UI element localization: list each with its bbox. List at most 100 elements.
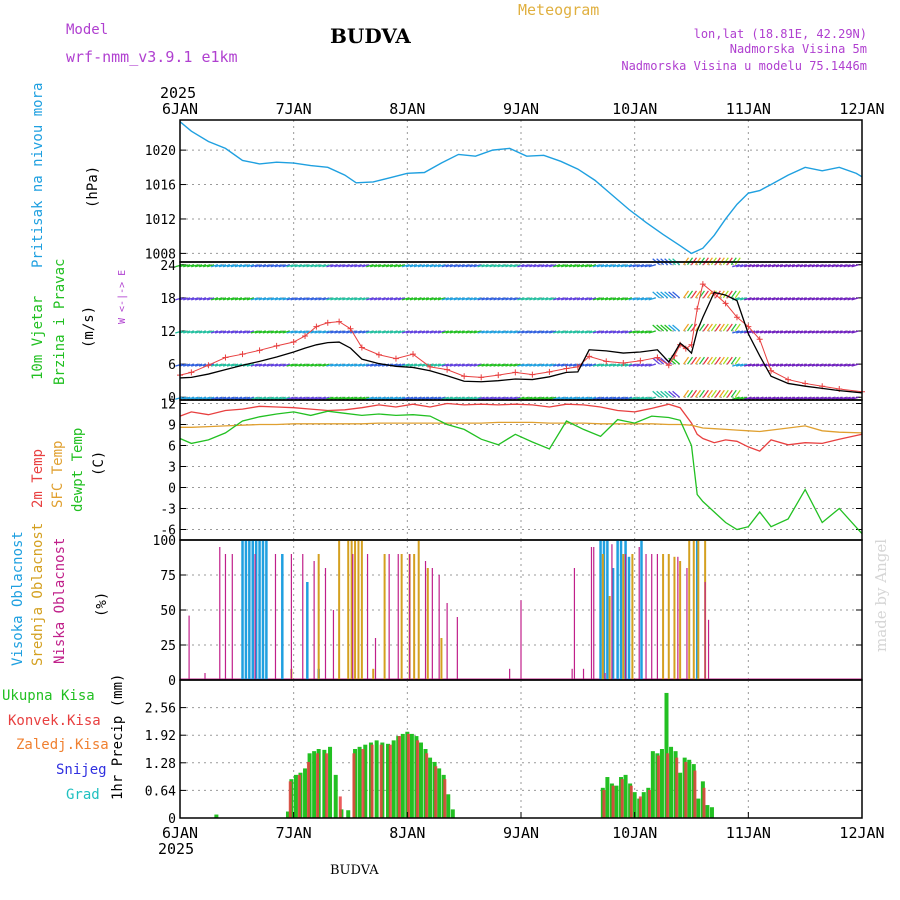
wind-barb (214, 264, 223, 268)
wind-barb (366, 330, 374, 334)
y-tick-label: 1016 (145, 179, 176, 194)
wind-barb (322, 264, 330, 268)
wind-barb (306, 264, 314, 268)
wind-barb (553, 330, 561, 334)
wind-barb (318, 264, 326, 268)
cloud-bar-mid (608, 596, 611, 680)
wind-barb (584, 297, 593, 301)
wind-barb (417, 330, 426, 334)
wind-barb (453, 264, 461, 268)
wind-barb (529, 363, 537, 367)
wind-barb (397, 264, 406, 268)
wind-barb (481, 330, 489, 334)
wind-barb (214, 297, 223, 301)
wind-barb (656, 324, 665, 332)
precip-bar-total (214, 814, 219, 818)
year-bottom: 2025 (158, 840, 194, 858)
wind-barb (751, 396, 760, 400)
wind-barb (505, 363, 513, 367)
precip-bar-convective (352, 753, 356, 818)
wind-barb (616, 330, 625, 334)
wind-barb (401, 264, 410, 268)
wind-barb (425, 264, 434, 268)
wind-barb (393, 396, 402, 400)
wind-barb (767, 264, 776, 268)
wind-barb (714, 290, 721, 299)
precip-bar-convective (443, 779, 447, 818)
wind-barb (702, 389, 709, 398)
cloud-bar-low (456, 617, 458, 680)
wind-barb (457, 363, 465, 367)
cloud-bar-mid (601, 554, 604, 680)
wind-barb (648, 264, 656, 268)
precip-bar-total (303, 768, 308, 818)
wind-barb (294, 363, 302, 367)
wind-barb (401, 363, 410, 367)
wind-barb (710, 323, 717, 332)
wind-barb (596, 363, 605, 367)
wind-barb (354, 297, 362, 301)
cloud-bar-mid (688, 540, 691, 680)
wind-barb (441, 264, 449, 268)
wind-barb (564, 264, 573, 268)
panel-frame (179, 399, 863, 541)
wind-barb (449, 363, 457, 367)
wind-barb (795, 363, 804, 367)
wind-barb (815, 396, 823, 400)
wind-barb (397, 330, 406, 334)
wind-barb (553, 297, 561, 301)
wind-barb (389, 297, 398, 301)
wind-barb (545, 363, 553, 367)
wind-barb (266, 363, 274, 367)
wind-barb (767, 297, 776, 301)
gust-marker (694, 305, 701, 312)
precip-bar-convective (620, 779, 624, 818)
wind-barb (648, 363, 656, 367)
wind-barb (282, 264, 290, 268)
gust-marker (802, 380, 809, 387)
wind-barb (561, 297, 569, 301)
bottom-date-labels: 6JAN 7JAN 8JAN 9JAN 10JAN 11JAN 12JAN (162, 812, 885, 842)
wind-barb (489, 330, 497, 334)
station-title: BUDVA (330, 24, 411, 48)
wind-barb (505, 396, 513, 400)
wind-barb (819, 330, 827, 334)
wind-barb (505, 330, 513, 334)
wind-barb (799, 396, 808, 400)
wind-barb (358, 396, 366, 400)
wind-barb (763, 330, 772, 334)
gust-marker (478, 374, 485, 381)
cloud-bar-high (244, 540, 248, 680)
cloud-bar-mid (354, 540, 357, 680)
wind-barb (636, 264, 644, 268)
cloud-unit: (%) (94, 592, 110, 617)
wind-barb (385, 297, 394, 301)
wind-barb (274, 297, 282, 301)
wind-barb (726, 356, 733, 365)
wind-barb (561, 396, 569, 400)
wind-barb (736, 330, 744, 334)
wind-barb (238, 297, 247, 301)
wind-barb (624, 396, 632, 400)
wind-barb (274, 264, 282, 268)
wind-barb (358, 264, 366, 268)
wind-barb (612, 264, 621, 268)
precip-bar-total (614, 785, 619, 818)
wind-barb (449, 396, 457, 400)
wind-barb (234, 297, 243, 301)
temperature-panel: -6 -3 0 3 6 9 12 (160, 398, 863, 541)
wind-barb (588, 396, 597, 400)
wind-barb (405, 363, 414, 367)
wind-barb (572, 363, 581, 367)
wind-barb (381, 297, 390, 301)
wind-barb (405, 396, 414, 400)
wind-barb (529, 330, 537, 334)
top-date-label: 9JAN (503, 100, 539, 118)
cloud-bar-low (290, 554, 292, 680)
wind-barb (529, 297, 537, 301)
wind-barb (561, 363, 569, 367)
wind-barb (262, 297, 270, 301)
cloud-bar-high (241, 540, 244, 680)
wind-barb (389, 396, 398, 400)
wind-barb (326, 297, 334, 301)
